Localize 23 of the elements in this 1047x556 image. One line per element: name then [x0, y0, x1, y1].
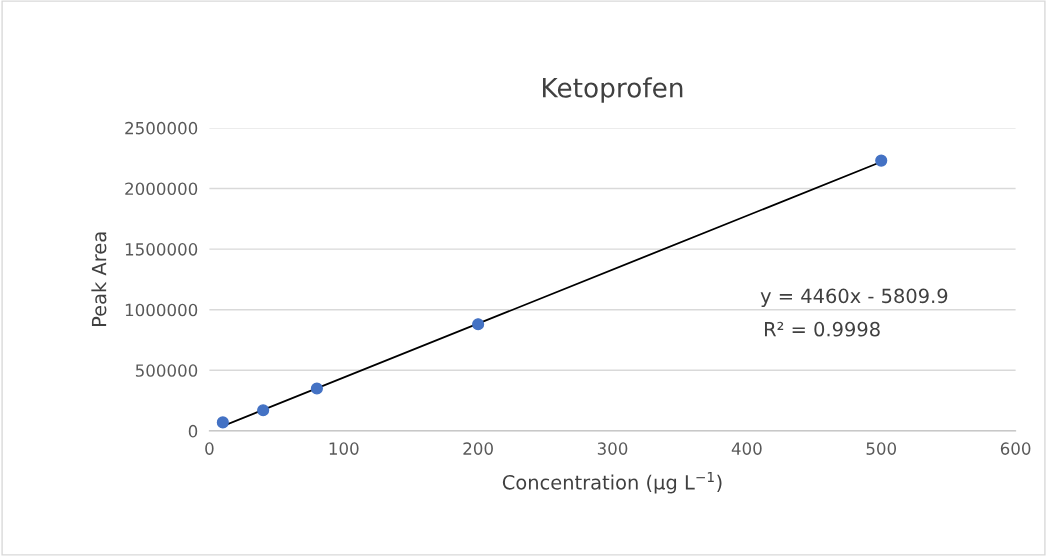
point [216, 416, 229, 429]
annotation: y = 4460x - 5809.9 [760, 288, 948, 307]
y-axis-title: Peak Area [91, 232, 107, 327]
y-tick-label: 1000000 [125, 303, 198, 317]
point [257, 404, 270, 417]
x-tick-label: 400 [731, 442, 762, 455]
x-axis-title: Concentration (µg L$^{−1}$) [502, 472, 722, 494]
y-tick-label: 1500000 [125, 243, 198, 256]
x-tick-label: 500 [866, 442, 897, 455]
x-tick-label: 100 [329, 442, 359, 455]
y-tick-label: 2500000 [125, 121, 198, 135]
point [472, 318, 485, 331]
annotation: R² = 0.9998 [765, 321, 880, 337]
chart-title: Ketoprofen [543, 77, 683, 103]
y-tick-label: 2000000 [125, 182, 198, 196]
point [875, 154, 888, 167]
x-tick-label: 300 [597, 442, 628, 455]
x-tick-label: 200 [463, 442, 493, 455]
x-tick-label: 0 [205, 442, 214, 455]
point [310, 382, 323, 395]
y-tick-label: 500000 [135, 364, 198, 377]
x-tick-label: 600 [1000, 442, 1031, 455]
y-tick-label: 0 [188, 424, 198, 438]
